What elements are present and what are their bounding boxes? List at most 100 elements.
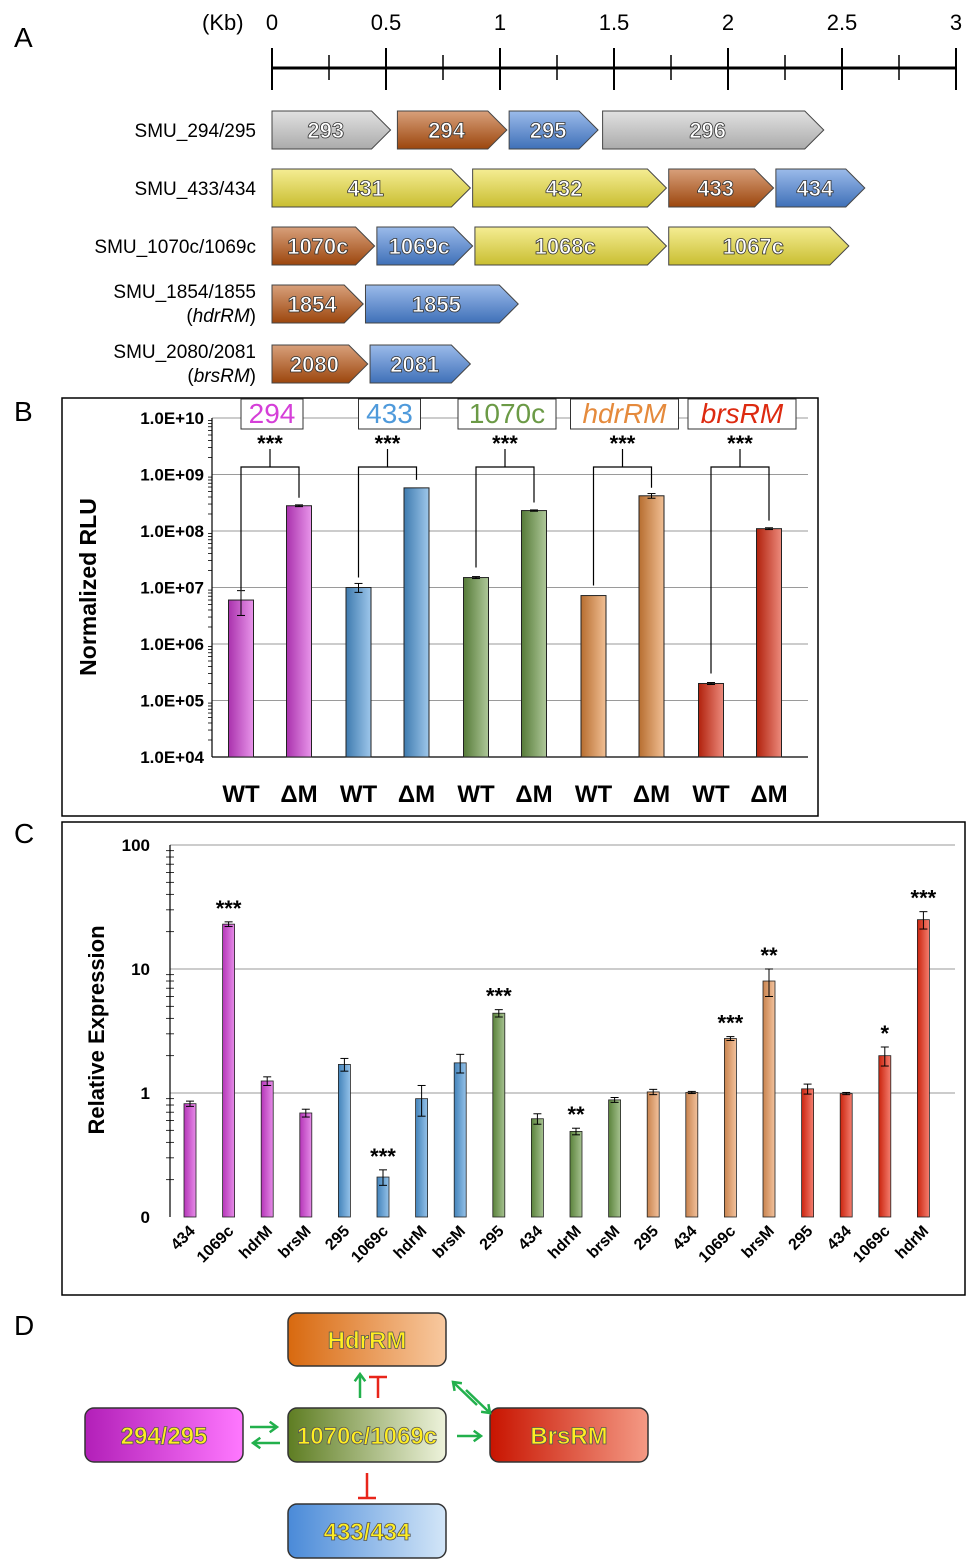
gene-arrow: 293: [271, 110, 392, 150]
gene-arrow: 296: [602, 110, 825, 150]
x-tick-label: WT: [222, 781, 260, 808]
significance-marker: ***: [727, 431, 753, 456]
y-tick-label: 0: [141, 1208, 150, 1227]
y-tick-label: 1.0E+09: [140, 466, 204, 485]
operon-label: SMU_1070c/1069c: [94, 237, 256, 258]
network-node-box: [489, 1407, 649, 1463]
network-edges: [250, 1371, 492, 1500]
operon-row: SMU_1070c/1069c 1070c 1069c 1068c 1067c: [94, 226, 850, 266]
x-tick-label: 1069c: [194, 1223, 238, 1267]
bar: [183, 1103, 197, 1218]
network-node-label: 433/434: [324, 1519, 411, 1546]
bar: [762, 980, 776, 1218]
activation-edge: [465, 1389, 491, 1414]
gene-arrow: 431: [271, 168, 472, 208]
network-node-label: 294/295: [121, 1423, 208, 1450]
significance-marker: ***: [492, 431, 518, 456]
y-tick-label: 1.0E+08: [140, 522, 204, 541]
significance-marker: *: [881, 1021, 890, 1046]
x-tick-label: 1069c: [850, 1223, 894, 1267]
x-tick-label: 295: [477, 1223, 508, 1254]
gene-arrow: 1854: [271, 284, 364, 324]
gene-label: 294: [428, 118, 465, 143]
y-tick-label: 1: [141, 1084, 150, 1103]
activation-arrowhead: [268, 1420, 280, 1434]
series-label-box: [457, 398, 557, 430]
gene-label: 1068c: [535, 234, 596, 259]
y-tick-label: 1.0E+06: [140, 635, 204, 654]
scale-tick-label: 3: [950, 10, 962, 35]
gene-label: 1069c: [389, 234, 450, 259]
series-label-box: [240, 398, 304, 430]
activation-arrowhead: [472, 1429, 484, 1443]
bar: [839, 1093, 853, 1218]
gene-arrow: 294: [396, 110, 508, 150]
significance-marker: ***: [486, 984, 512, 1009]
panel-b-letter: B: [14, 396, 33, 427]
gene-label: 1854: [288, 292, 338, 317]
bar: [260, 1080, 274, 1218]
y-tick-label: 1.0E+05: [140, 692, 204, 711]
scale-tick-label: 2.5: [827, 10, 858, 35]
scale-unit-label: (Kb): [202, 10, 244, 35]
scale-tick-label: 0.5: [371, 10, 402, 35]
operon-row: SMU_294/295 293 294 295 296: [135, 110, 825, 150]
x-tick-label: 434: [670, 1223, 701, 1254]
gene-arrow-shape: [364, 284, 519, 324]
significance-marker: ***: [216, 896, 242, 921]
bar: [521, 510, 547, 758]
activation-edge: [452, 1381, 478, 1406]
network-node: 433/434: [287, 1503, 447, 1559]
bar: [917, 919, 930, 1218]
x-tick-label: WT: [575, 781, 613, 808]
x-tick-label: brsM: [584, 1223, 623, 1262]
significance-marker: ***: [375, 431, 401, 456]
gene-arrow-shape: [271, 344, 369, 384]
operon-label: SMU_294/295: [135, 121, 256, 142]
x-tick-label: brsM: [430, 1223, 469, 1262]
scale-tick-label: 1.5: [599, 10, 630, 35]
gene-label: 433: [697, 176, 734, 201]
gene-arrow-shape: [508, 110, 599, 150]
x-tick-label: hdrM: [391, 1223, 431, 1263]
x-tick-label: ΔM: [515, 781, 552, 808]
gene-arrow: 1068c: [474, 226, 668, 266]
scale-tick-label: 0: [266, 10, 278, 35]
series-label-box: [570, 398, 679, 430]
x-tick-label: hdrM: [893, 1223, 933, 1263]
x-tick-label: 1069c: [696, 1223, 740, 1267]
network-node: HdrRM: [287, 1312, 447, 1367]
gene-arrow-shape: [602, 110, 825, 150]
bar: [569, 1131, 583, 1218]
bar: [608, 1099, 621, 1218]
scale-tick-label: 2: [722, 10, 734, 35]
y-tick-label: 10: [131, 960, 150, 979]
x-tick-label: WT: [457, 781, 495, 808]
series-label: 1070c: [469, 398, 545, 429]
bar: [878, 1055, 892, 1218]
significance-marker: ***: [718, 1011, 744, 1036]
network-node-box: [84, 1407, 244, 1463]
x-tick-label: 295: [322, 1223, 353, 1254]
bar: [222, 923, 236, 1218]
gene-arrow-shape: [376, 226, 474, 266]
activation-arrowhead: [250, 1436, 262, 1450]
significance-marker: ***: [911, 886, 937, 911]
series-label: brsRM: [701, 398, 784, 429]
bar: [698, 682, 724, 758]
x-tick-label: 295: [631, 1223, 662, 1254]
x-tick-label: brsM: [739, 1223, 778, 1262]
gene-arrow-shape: [474, 226, 668, 266]
x-tick-label: 434: [168, 1223, 199, 1254]
x-tick-label: 295: [786, 1223, 817, 1254]
significance-marker: ***: [257, 431, 283, 456]
x-tick-label: hdrM: [545, 1223, 585, 1263]
network-node-box: [287, 1312, 447, 1367]
panel-c-letter: C: [14, 818, 35, 849]
significance-marker: **: [760, 943, 778, 968]
gene-arrow: 433: [668, 168, 775, 208]
network-node-label: BrsRM: [530, 1423, 607, 1450]
y-tick-label: 1.0E+04: [140, 748, 204, 767]
